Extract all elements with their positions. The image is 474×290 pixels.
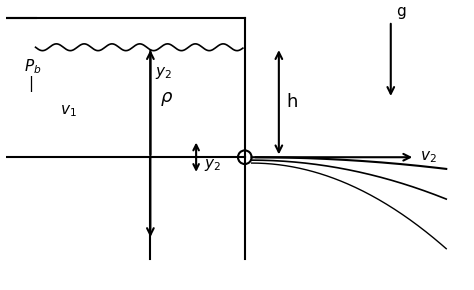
Text: $P_b$: $P_b$ bbox=[24, 57, 41, 76]
Text: $v_1$: $v_1$ bbox=[60, 104, 77, 119]
Text: g: g bbox=[396, 4, 405, 19]
Text: h: h bbox=[287, 93, 298, 111]
Text: $y_2$: $y_2$ bbox=[204, 157, 221, 173]
Text: |: | bbox=[28, 77, 33, 93]
Text: $v_2$: $v_2$ bbox=[420, 149, 437, 165]
Text: $\rho$: $\rho$ bbox=[160, 90, 173, 108]
Text: $y_2$: $y_2$ bbox=[155, 65, 173, 81]
